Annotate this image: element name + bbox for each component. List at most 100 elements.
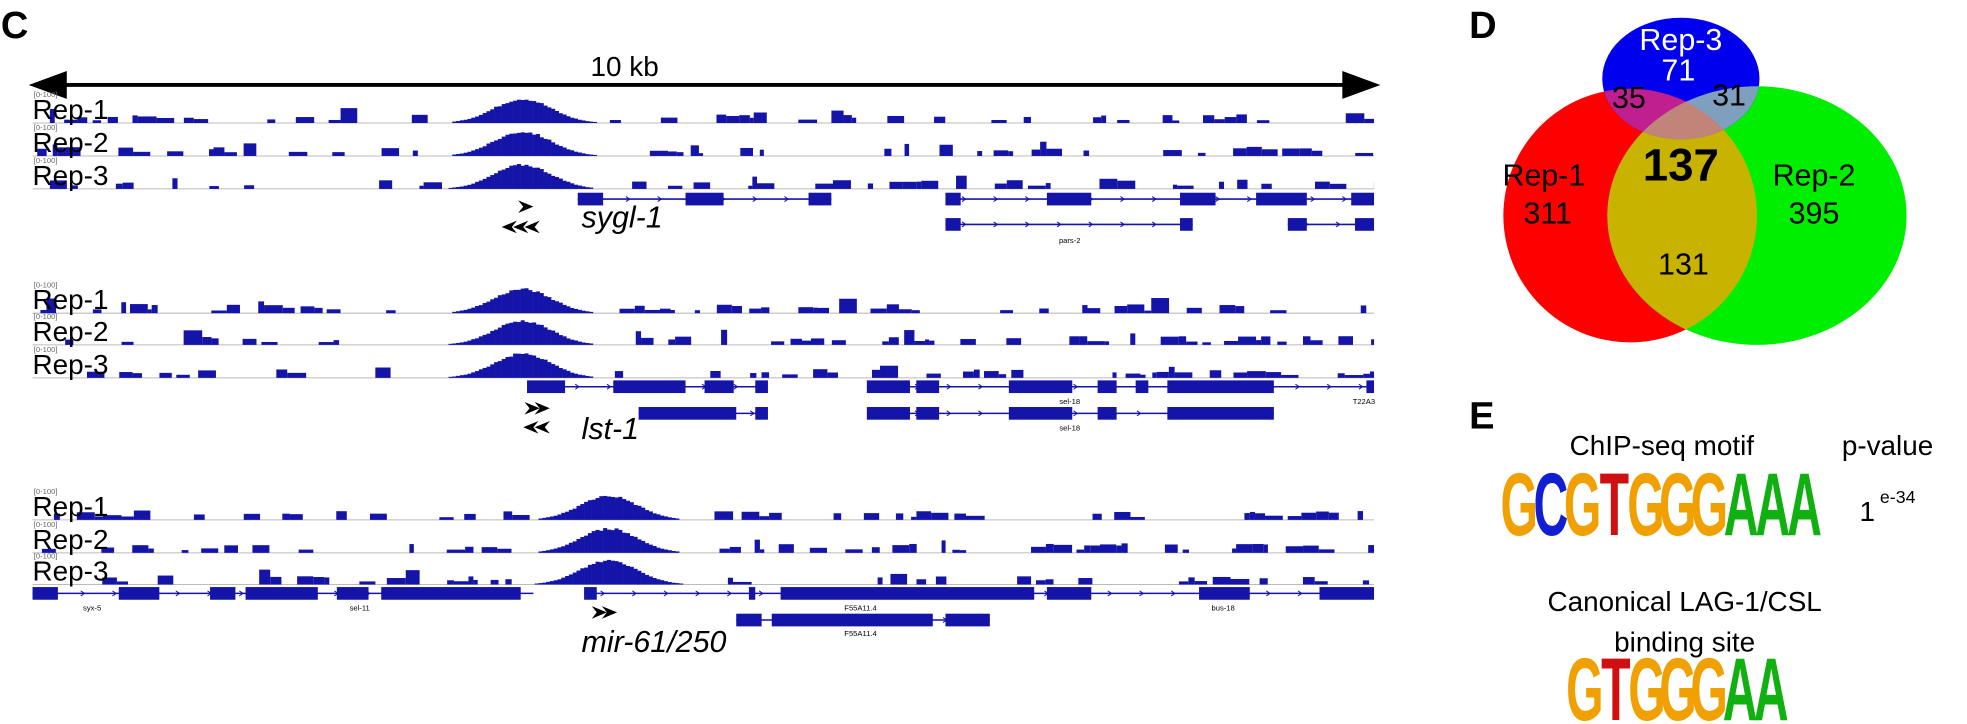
coverage-peak	[543, 359, 548, 378]
coverage-bar	[871, 547, 880, 553]
coverage-bar	[1360, 305, 1367, 314]
coverage-bar	[660, 308, 671, 314]
coverage-peak	[573, 373, 579, 378]
coverage-peak	[448, 187, 453, 189]
gene-exon	[1351, 192, 1375, 206]
coverage-peak	[589, 187, 594, 189]
coverage-bar	[721, 329, 728, 345]
coverage-bar	[904, 330, 915, 345]
coverage-bar	[959, 550, 967, 553]
logo-letter: G	[1659, 456, 1696, 555]
coverage-peak	[644, 510, 650, 520]
coverage-peak	[589, 376, 594, 378]
strand-arrow	[961, 221, 967, 228]
coverage-bar	[259, 569, 271, 585]
coverage-peak	[618, 529, 623, 553]
coverage-bar	[778, 544, 794, 553]
coverage-bar	[193, 119, 209, 123]
logo-letter: G	[1564, 456, 1601, 555]
coverage-peak	[671, 517, 676, 520]
gene-exon	[527, 380, 566, 394]
track-label: Rep-2	[33, 316, 109, 347]
coverage-bar	[1093, 117, 1102, 123]
coverage-bar	[759, 549, 765, 553]
coverage-bar	[211, 338, 219, 345]
gene-annotation: F55A11.4	[844, 604, 876, 613]
strand-arrow	[1297, 590, 1303, 597]
coverage-peak	[656, 514, 661, 520]
coverage-bar	[314, 307, 323, 314]
coverage-peak	[494, 297, 499, 314]
coverage-bar	[851, 117, 857, 123]
coverage-peak	[524, 288, 529, 314]
coverage-peak	[561, 512, 566, 520]
coverage-peak	[589, 121, 594, 123]
set-name: Rep-3	[1639, 23, 1722, 57]
coverage-bar	[882, 341, 889, 345]
coverage-bar	[759, 149, 764, 156]
coverage-bar	[729, 546, 741, 553]
coverage-peak	[482, 113, 487, 123]
coverage-bar	[423, 182, 443, 189]
coverage-peak	[456, 375, 461, 378]
coverage-bar	[1182, 549, 1189, 553]
track-range: [0-100]	[34, 487, 58, 496]
gene-exon	[748, 587, 756, 600]
coverage-peak	[452, 187, 457, 189]
gene-exon	[1355, 218, 1375, 231]
coverage-peak	[486, 301, 491, 314]
coverage-peak	[490, 141, 495, 156]
coverage-bar	[490, 579, 499, 585]
coverage-bar	[1083, 150, 1090, 156]
coverage-bar	[1151, 298, 1170, 314]
set-count: 311	[1523, 197, 1572, 231]
coverage-bar	[37, 148, 47, 156]
track-range: [0-100]	[34, 280, 58, 289]
coverage-peak	[648, 511, 653, 520]
coverage-bar	[667, 185, 683, 189]
coverage-peak	[490, 330, 495, 345]
coverage-peak	[637, 539, 642, 553]
coverage-bar	[503, 511, 513, 520]
coverage-bar	[49, 180, 67, 189]
strand-arrow	[1136, 410, 1142, 417]
coverage-peak	[535, 133, 540, 156]
logo-title: Canonical LAG-1/CSL	[1548, 586, 1822, 617]
coverage-bar	[1178, 581, 1189, 585]
gene-exon	[613, 380, 686, 394]
coverage-peak	[572, 572, 577, 585]
track-label: Rep-1	[33, 284, 109, 315]
coverage-peak	[618, 562, 623, 585]
coverage-peak	[671, 582, 676, 585]
coverage-peak	[475, 116, 480, 123]
coverage-bar	[994, 183, 1007, 189]
strand-arrow	[175, 590, 181, 597]
coverage-peak	[581, 310, 586, 314]
coverage-peak	[570, 372, 575, 378]
coverage-bar	[694, 310, 700, 314]
coverage-bar	[224, 545, 238, 553]
coverage-bar	[926, 373, 941, 378]
coverage-peak	[606, 559, 611, 585]
coverage-bar	[877, 577, 883, 585]
coverage-peak	[599, 530, 604, 553]
coverage-bar	[798, 119, 818, 123]
coverage-bar	[1099, 178, 1118, 189]
venn-diagram: Rep-3 71 Rep-1 311 Rep-2 395 35 31 131 1…	[1503, 17, 1907, 345]
coverage-bar	[880, 365, 899, 378]
coverage-bar	[65, 339, 74, 345]
coverage-peak	[566, 370, 571, 378]
set-count: 395	[1789, 197, 1840, 231]
coverage-peak	[589, 154, 594, 156]
coverage-bar	[716, 304, 732, 314]
strand-arrow	[1265, 590, 1271, 597]
coverage-peak	[543, 172, 548, 189]
coverage-bar	[660, 117, 678, 123]
coverage-bar	[668, 339, 676, 345]
coverage-bar	[632, 181, 647, 189]
coverage-peak	[467, 340, 472, 345]
coverage-bar	[1237, 179, 1248, 189]
coverage-peak	[482, 367, 487, 378]
coverage-bar	[209, 186, 219, 189]
